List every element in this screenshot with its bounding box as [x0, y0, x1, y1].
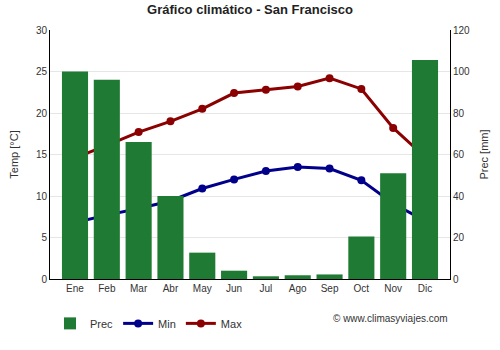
- svg-text:Feb: Feb: [98, 283, 116, 294]
- svg-text:Prec [mm]: Prec [mm]: [478, 129, 490, 179]
- svg-text:Nov: Nov: [384, 283, 402, 294]
- svg-text:20: 20: [453, 232, 465, 243]
- svg-text:Oct: Oct: [354, 283, 370, 294]
- svg-text:Min: Min: [158, 318, 176, 330]
- svg-text:5: 5: [41, 232, 47, 243]
- svg-text:40: 40: [453, 191, 465, 202]
- svg-text:Jul: Jul: [260, 283, 273, 294]
- svg-text:15: 15: [36, 149, 48, 160]
- svg-text:80: 80: [453, 108, 465, 119]
- svg-text:10: 10: [36, 191, 48, 202]
- svg-text:20: 20: [36, 108, 48, 119]
- svg-text:100: 100: [453, 66, 470, 77]
- svg-text:Sep: Sep: [321, 283, 339, 294]
- svg-text:25: 25: [36, 66, 48, 77]
- svg-text:May: May: [193, 283, 212, 294]
- svg-text:Mar: Mar: [130, 283, 148, 294]
- svg-text:Ago: Ago: [289, 283, 307, 294]
- svg-text:0: 0: [41, 274, 47, 285]
- svg-text:Jun: Jun: [226, 283, 242, 294]
- svg-text:Abr: Abr: [163, 283, 179, 294]
- svg-text:0: 0: [453, 274, 459, 285]
- svg-text:Dic: Dic: [418, 283, 432, 294]
- svg-text:Prec: Prec: [90, 318, 113, 330]
- svg-text:Gráfico climático - San Franci: Gráfico climático - San Francisco: [147, 2, 353, 17]
- svg-text:Max: Max: [221, 318, 242, 330]
- svg-text:© www.climasyviajes.com: © www.climasyviajes.com: [333, 313, 448, 324]
- svg-text:120: 120: [453, 25, 470, 36]
- svg-text:60: 60: [453, 149, 465, 160]
- svg-text:30: 30: [36, 25, 48, 36]
- svg-text:Ene: Ene: [66, 283, 84, 294]
- svg-text:Temp [°C]: Temp [°C]: [8, 130, 20, 178]
